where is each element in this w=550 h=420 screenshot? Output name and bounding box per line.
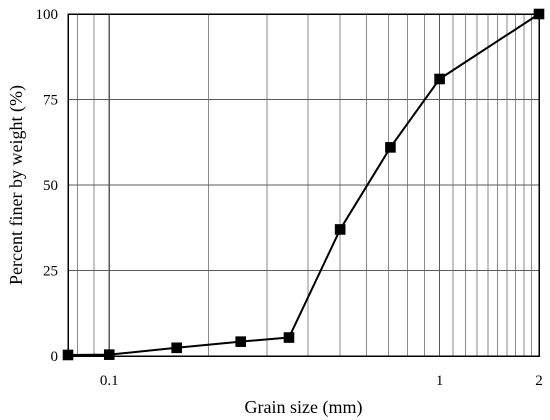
data-point: [235, 336, 247, 347]
x-tick-labels: 0.1 1 2: [100, 373, 543, 389]
data-point: [533, 8, 545, 20]
data-point: [283, 332, 295, 343]
x-axis-title: Grain size (mm): [245, 397, 363, 418]
y-tick-label: 100: [36, 7, 59, 23]
series-layer: [62, 8, 545, 361]
y-tick-label: 25: [43, 264, 58, 280]
x-tick-label: 2: [535, 373, 543, 389]
x-tick-label: 1: [436, 373, 444, 389]
y-tick-labels: 0 25 50 75 100: [36, 7, 59, 365]
data-point: [171, 342, 182, 354]
data-point: [385, 142, 396, 153]
data-point: [434, 73, 445, 85]
y-tick-label: 50: [43, 178, 58, 194]
data-point: [62, 349, 74, 361]
x-tick-label: 0.1: [100, 373, 119, 389]
y-tick-label: 0: [51, 349, 59, 365]
data-point: [334, 224, 346, 235]
data-point: [103, 349, 115, 360]
y-tick-label: 75: [43, 93, 58, 109]
plot-frame: [67, 13, 540, 357]
y-axis-title: Percent finer by weight (%): [6, 85, 27, 285]
